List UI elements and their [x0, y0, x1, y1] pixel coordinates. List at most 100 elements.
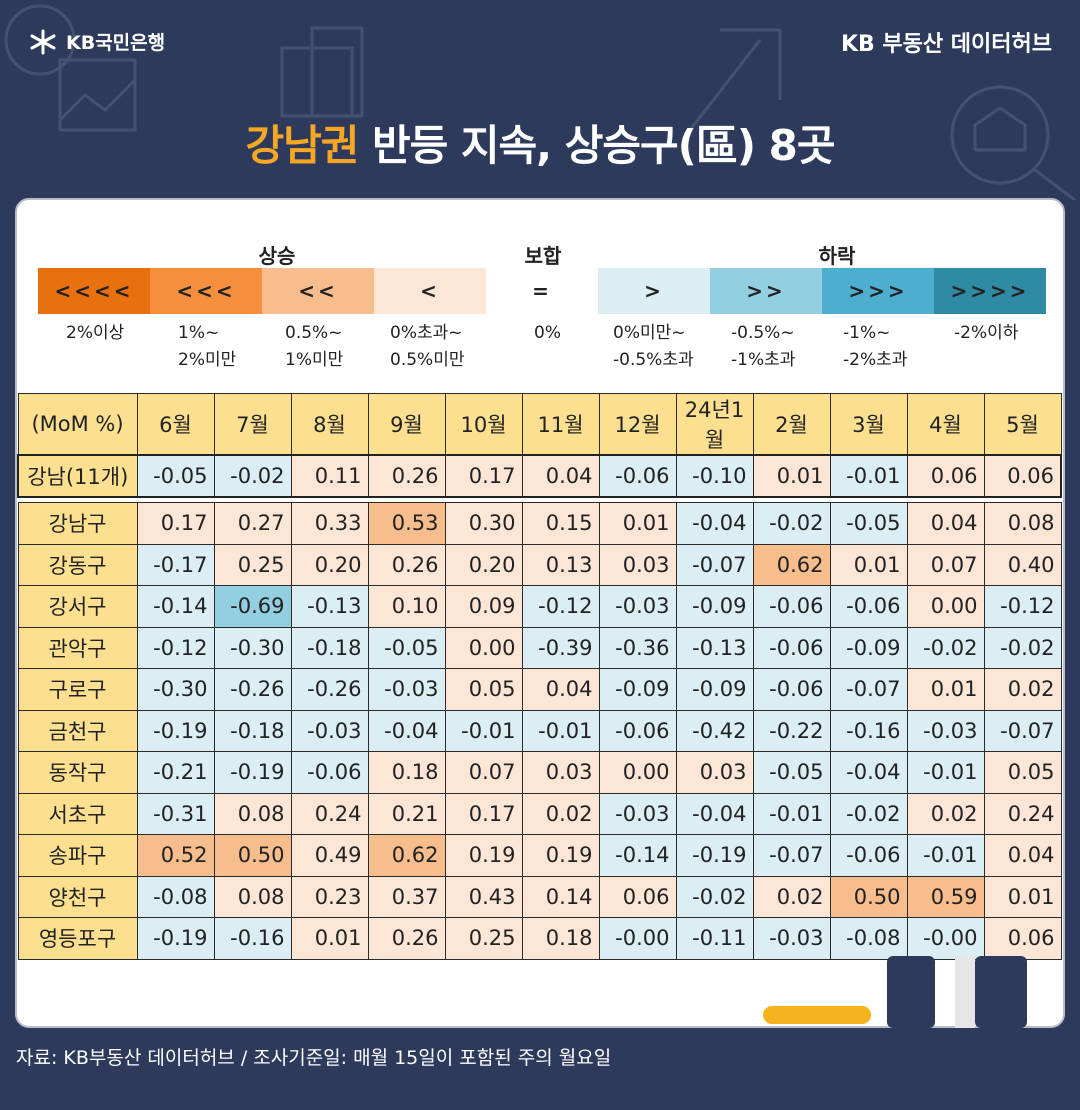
row-header: 강동구	[17, 543, 138, 586]
heat-cell: -0.01	[521, 709, 600, 752]
heat-cell: 0.09	[444, 585, 523, 628]
legend-label-line: -2%이하	[954, 323, 1019, 343]
heat-cell: 0.08	[213, 792, 292, 835]
heat-cell: -0.00	[906, 917, 985, 960]
heat-cell: 0.01	[983, 875, 1062, 918]
heat-cell: 0.05	[444, 668, 523, 711]
heat-cell: -0.06	[752, 668, 831, 711]
row-header: 강남(11개)	[17, 454, 138, 498]
kb-bank-logo: KB국민은행	[28, 28, 165, 55]
legend-label-line: -0.5%초과	[613, 350, 694, 370]
legend-label-line: -0.5%~	[731, 323, 795, 343]
table-row: 구로구 -0.30 -0.26 -0.26 -0.03 0.05 0.04 -0.09 -0.0…	[17, 668, 1062, 711]
heat-cell: -0.13	[675, 626, 754, 669]
row-header: 강서구	[17, 585, 138, 628]
heat-cell: -0.14	[598, 834, 677, 877]
table-row: 강남구 0.17 0.27 0.33 0.53 0.30 0.15 0.01 -0.04 -0.0…	[17, 502, 1062, 545]
heat-cell: 0.04	[521, 454, 600, 498]
heat-cell: -0.05	[752, 751, 831, 794]
heat-cell: 0.00	[598, 751, 677, 794]
heat-cell: 0.20	[290, 543, 369, 586]
heatmap-table: (MoM %) 6월 7월 8월 9월 10월 11월 12월 24년1월 2월 3월 4월 5월 강…	[17, 393, 1062, 960]
column-header: 7월	[213, 393, 292, 456]
heat-cell: -0.12	[983, 585, 1062, 628]
heat-cell: 0.07	[906, 543, 985, 586]
heat-cell: -0.31	[136, 792, 215, 835]
heat-cell: -0.05	[367, 626, 446, 669]
heat-cell: 0.01	[829, 543, 908, 586]
heat-cell: 0.62	[367, 834, 446, 877]
row-spacer	[18, 496, 1061, 503]
heat-cell: 0.02	[906, 792, 985, 835]
heat-cell: -0.19	[136, 709, 215, 752]
heat-cell: -0.06	[290, 751, 369, 794]
row-spacer-cell	[18, 496, 1061, 503]
heat-cell: -0.12	[136, 626, 215, 669]
heat-cell: 0.03	[675, 751, 754, 794]
heat-cell: 0.13	[521, 543, 600, 586]
heat-cell: -0.08	[829, 917, 908, 960]
legend-group-flat: 보합	[524, 244, 562, 268]
legend-group-down: 하락	[818, 244, 856, 268]
row-header: 금천구	[17, 709, 138, 752]
brand-left-text: KB국민은행	[66, 32, 166, 54]
heat-cell: -0.06	[752, 585, 831, 628]
heat-cell: -0.19	[213, 751, 292, 794]
heat-cell: -0.05	[829, 502, 908, 545]
heat-cell: 0.01	[598, 502, 677, 545]
column-header: 4월	[906, 393, 985, 456]
legend-label: -2%이하	[954, 320, 1018, 347]
heat-cell: 0.19	[444, 834, 523, 877]
heat-cell: -0.01	[752, 792, 831, 835]
heat-cell: 0.33	[290, 502, 369, 545]
heat-cell: -0.11	[675, 917, 754, 960]
heat-cell: 0.50	[213, 834, 292, 877]
heat-cell: 0.43	[444, 875, 523, 918]
heat-cell: -0.07	[829, 668, 908, 711]
heat-cell: 0.08	[983, 502, 1062, 545]
heat-cell: 0.27	[213, 502, 292, 545]
heat-cell: 0.01	[290, 917, 369, 960]
heat-cell: -0.09	[829, 626, 908, 669]
heat-cell: -0.36	[598, 626, 677, 669]
legend-label: 0%	[534, 320, 561, 347]
legend-label-line: 2%미만	[178, 350, 237, 370]
column-header: 24년1월	[675, 393, 754, 456]
column-header: 9월	[367, 393, 446, 456]
heat-cell: -0.04	[675, 792, 754, 835]
column-header: 11월	[521, 393, 600, 456]
heat-cell: 0.17	[444, 454, 523, 498]
heat-cell: -0.26	[290, 668, 369, 711]
legend-swatch: <<	[262, 268, 374, 314]
legend-label-line: 1%~	[178, 323, 220, 343]
heat-cell: -0.26	[213, 668, 292, 711]
row-header: 강남구	[17, 502, 138, 545]
heat-cell: -0.13	[290, 585, 369, 628]
legend-label-line: -2%초과	[843, 350, 908, 370]
heat-cell: -0.30	[136, 668, 215, 711]
heat-cell: -0.02	[213, 454, 292, 498]
heat-cell: -0.01	[829, 454, 908, 498]
legend-color-bar: <<<< <<< << < = > >> >>> >>>>	[38, 268, 1046, 314]
column-header: 5월	[983, 393, 1062, 456]
heat-cell: -0.09	[675, 668, 754, 711]
heat-cell: 0.50	[829, 875, 908, 918]
heat-cell: -0.19	[675, 834, 754, 877]
heat-cell: -0.05	[136, 454, 215, 498]
heat-cell: 0.15	[521, 502, 600, 545]
title-highlight: 강남권	[245, 121, 359, 170]
legend-label: 0.5%~ 1%미만	[285, 320, 343, 374]
heat-cell: -0.01	[906, 834, 985, 877]
heat-cell: 0.59	[906, 875, 985, 918]
legend-swatch: <	[374, 268, 486, 314]
heat-cell: 0.01	[752, 454, 831, 498]
heat-cell: -0.08	[136, 875, 215, 918]
heat-cell: -0.03	[598, 585, 677, 628]
heat-cell: -0.06	[598, 709, 677, 752]
table-row: 동작구 -0.21 -0.19 -0.06 0.18 0.07 0.03 0.00 0.03 -0…	[17, 751, 1062, 794]
legend-label: 0%미만~ -0.5%초과	[613, 320, 694, 374]
column-header: 3월	[829, 393, 908, 456]
corner-label: (MoM %)	[17, 393, 138, 456]
row-header: 영등포구	[17, 917, 138, 960]
heat-cell: -0.07	[983, 709, 1062, 752]
